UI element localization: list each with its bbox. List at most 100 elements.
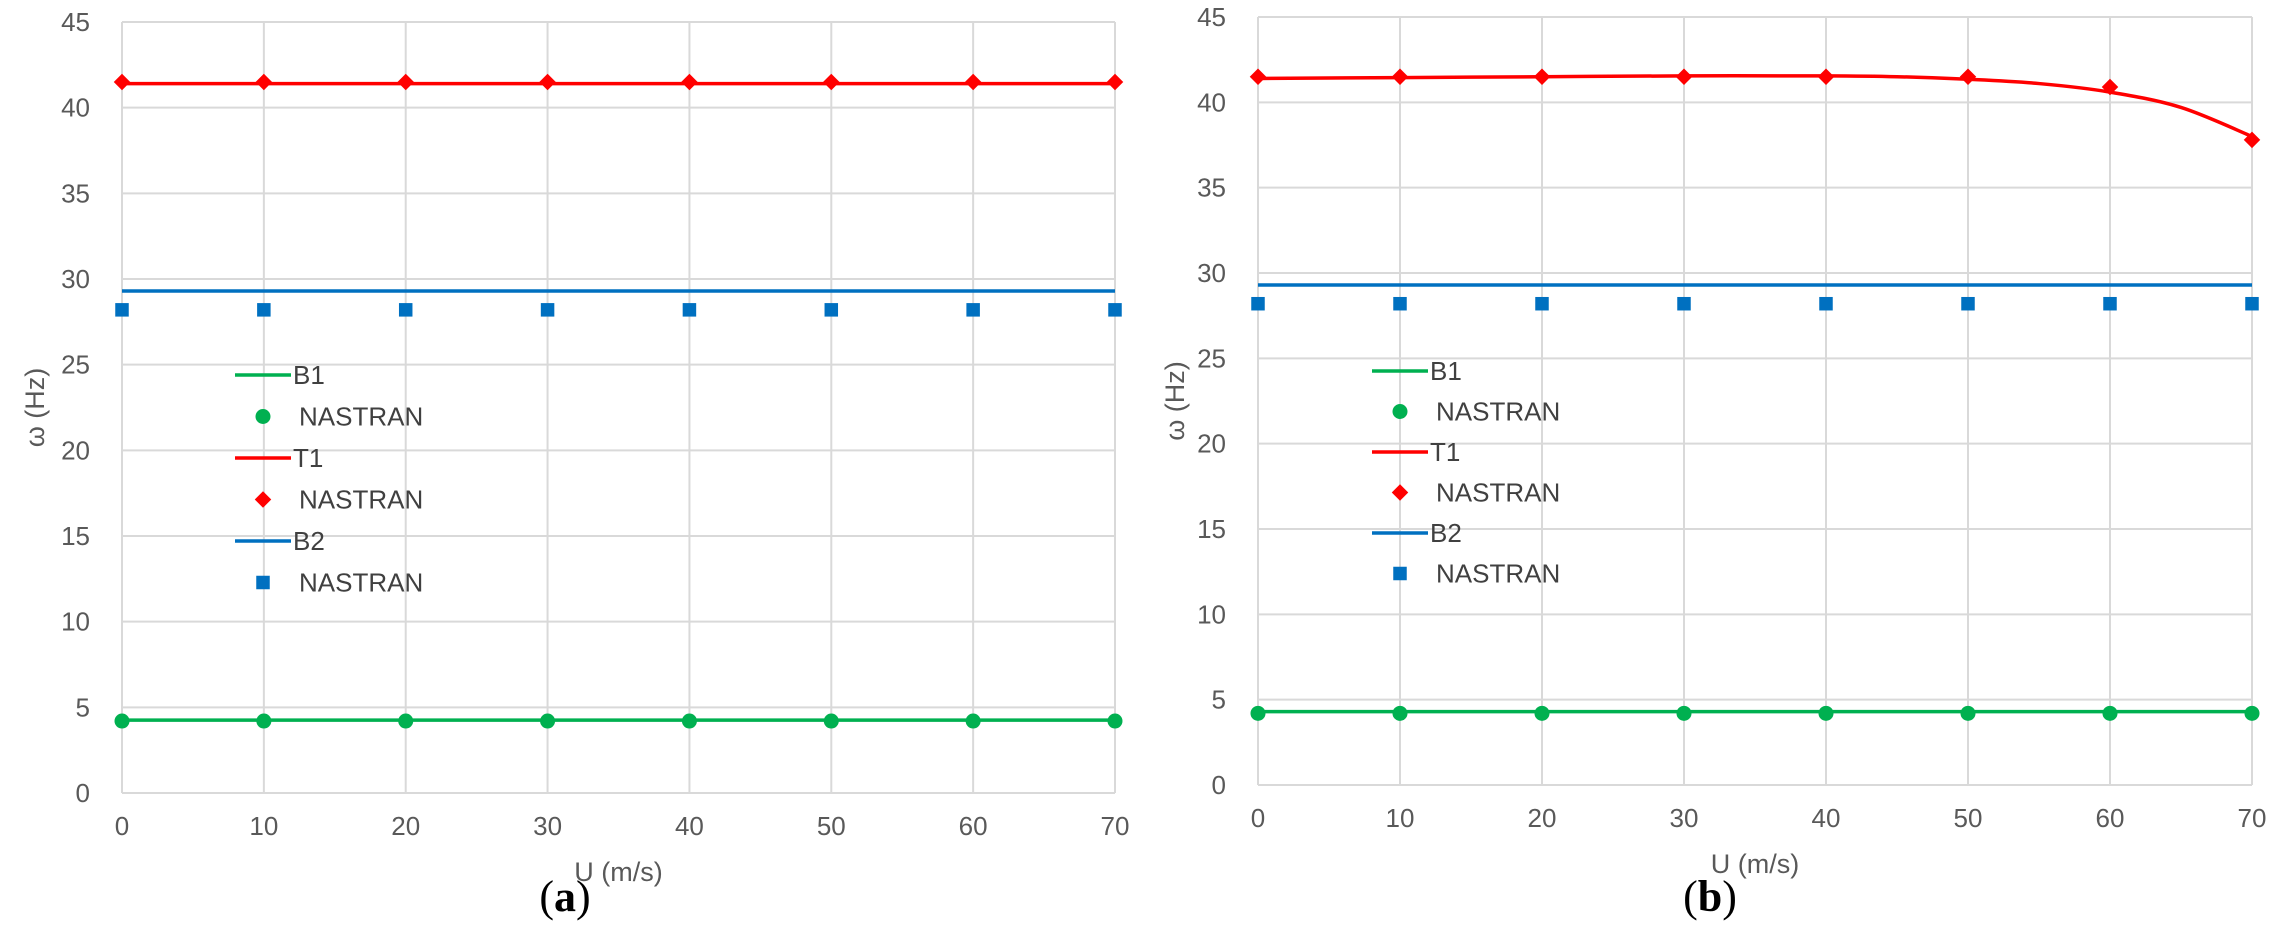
x-tick-label: 10: [249, 811, 278, 841]
nastran-diamond-point: [1249, 68, 1267, 85]
nastran-circle-point: [1534, 705, 1550, 721]
x-tick-label: 50: [817, 811, 846, 841]
t1-line: [1257, 74, 2253, 139]
legend: B1 NASTRAN T1 NASTRAN B2 NASTRAN: [235, 360, 423, 598]
legend-label: T1: [1430, 437, 1460, 467]
x-axis-label: U (m/s): [574, 857, 662, 887]
legend-item: B2: [1372, 518, 1462, 548]
nastran-circle-point: [1818, 705, 1834, 721]
nastran-diamond-point: [1959, 68, 1977, 85]
nastran-square-point: [257, 303, 271, 317]
x-tick-label: 10: [1386, 803, 1415, 833]
y-tick-label: 5: [1212, 685, 1226, 715]
nastran-square-point: [1108, 303, 1122, 317]
y-axis-label: ω (Hz): [1160, 361, 1190, 441]
legend-label: NASTRAN: [1436, 397, 1560, 427]
x-tick-label: 40: [675, 811, 704, 841]
nastran-diamond-point: [255, 73, 273, 91]
nastran-square-point: [966, 303, 980, 317]
nastran-square-point: [682, 303, 697, 317]
series-nastran-marker: [1249, 68, 2261, 149]
y-tick-label: 40: [61, 93, 90, 123]
legend-item: B1: [235, 360, 325, 390]
legend-item: NASTRAN: [254, 485, 423, 515]
legend-diamond-swatch: [254, 491, 272, 508]
y-tick-label: 5: [76, 692, 90, 722]
nastran-square-point: [1535, 296, 1549, 311]
nastran-circle-point: [1960, 705, 1976, 721]
nastran-diamond-point: [964, 73, 982, 91]
legend-item: B1: [1372, 356, 1462, 386]
legend-circle-swatch: [255, 409, 271, 424]
nastran-square-point: [2245, 296, 2259, 311]
nastran-square-point: [1393, 296, 1407, 311]
nastran-diamond-point: [1817, 68, 1835, 85]
caption-letter: a: [554, 872, 576, 921]
nastran-diamond-point: [823, 73, 840, 91]
x-axis-label: U (m/s): [1711, 849, 1799, 879]
legend-label: NASTRAN: [1436, 478, 1560, 508]
x-tick-label: 30: [533, 811, 562, 841]
legend-label: NASTRAN: [299, 568, 423, 598]
chart-panel-a: 0 5 10 15 20 25 30 35 40 45 0 10 20 30 40 50 60 70 U (m/s)…: [0, 0, 1140, 949]
nastran-circle-point: [823, 713, 839, 729]
legend-label: B2: [1430, 518, 1462, 548]
legend-item: NASTRAN: [255, 402, 423, 432]
chart-panel-b: 0 5 10 15 20 25 30 35 40 45 0 10 20 30 40 50 60 70 U (m/s)…: [1140, 0, 2283, 949]
y-tick-label: 35: [1197, 173, 1226, 203]
series-nastran-marker: [1251, 296, 2259, 311]
nastran-diamond-point: [1533, 68, 1551, 85]
nastran-diamond-point: [681, 73, 698, 91]
nastran-circle-point: [114, 713, 130, 729]
y-tick-label: 25: [61, 350, 90, 380]
x-tick-label: 40: [1812, 803, 1841, 833]
legend-label: T1: [293, 443, 323, 473]
legend-square-swatch: [1393, 566, 1407, 581]
y-tick-label: 30: [1197, 258, 1226, 288]
y-tick-label: 25: [1197, 343, 1226, 373]
nastran-diamond-point: [1106, 73, 1124, 91]
nastran-square-point: [398, 303, 413, 317]
nastran-diamond-point: [539, 73, 556, 91]
gridlines: [121, 21, 1116, 794]
y-tick-label: 15: [61, 521, 90, 551]
gridlines: [1257, 16, 2253, 786]
series-nastran-marker: [115, 303, 1122, 317]
caption-open-paren: (: [539, 872, 554, 921]
x-tick-label: 60: [959, 811, 988, 841]
nastran-square-point: [1677, 296, 1691, 311]
legend-item: T1: [235, 443, 323, 473]
legend-label: NASTRAN: [1436, 559, 1560, 589]
nastran-circle-point: [398, 713, 414, 729]
nastran-circle-point: [1250, 705, 1266, 721]
y-tick-label: 10: [1197, 599, 1226, 629]
caption-open-paren: (: [1683, 872, 1698, 921]
legend-item: NASTRAN: [256, 568, 423, 598]
x-tick-label: 70: [2238, 803, 2267, 833]
legend-square-swatch: [256, 575, 270, 590]
legend-item: NASTRAN: [1391, 478, 1560, 508]
legend-circle-swatch: [1392, 404, 1408, 419]
legend: B1 NASTRAN T1 NASTRAN B2 NASTRAN: [1372, 356, 1560, 589]
figure-caption: (a): [539, 872, 590, 921]
chart-svg: 0 5 10 15 20 25 30 35 40 45 0 10 20 30 40 50 60 70 U (m/s)…: [20, 7, 1130, 921]
x-tick-label: 70: [1101, 811, 1130, 841]
nastran-circle-point: [1107, 713, 1123, 729]
y-tick-label: 15: [1197, 514, 1226, 544]
y-tick-label: 30: [61, 264, 90, 294]
x-tick-label: 0: [1251, 803, 1265, 833]
x-tick-label: 30: [1670, 803, 1699, 833]
x-tick-label: 20: [391, 811, 420, 841]
nastran-circle-point: [2244, 705, 2260, 721]
nastran-diamond-point: [397, 73, 414, 91]
series-nastran-marker: [114, 713, 1123, 729]
y-tick-label: 40: [1197, 87, 1226, 117]
y-tick-label: 45: [1197, 2, 1226, 32]
nastran-square-point: [1961, 296, 1975, 311]
nastran-circle-point: [1392, 705, 1408, 721]
caption-letter: b: [1698, 872, 1722, 921]
x-tick-label: 50: [1954, 803, 1983, 833]
y-tick-label: 45: [61, 7, 90, 37]
legend-item: NASTRAN: [1393, 559, 1560, 589]
nastran-diamond-point: [113, 73, 131, 91]
